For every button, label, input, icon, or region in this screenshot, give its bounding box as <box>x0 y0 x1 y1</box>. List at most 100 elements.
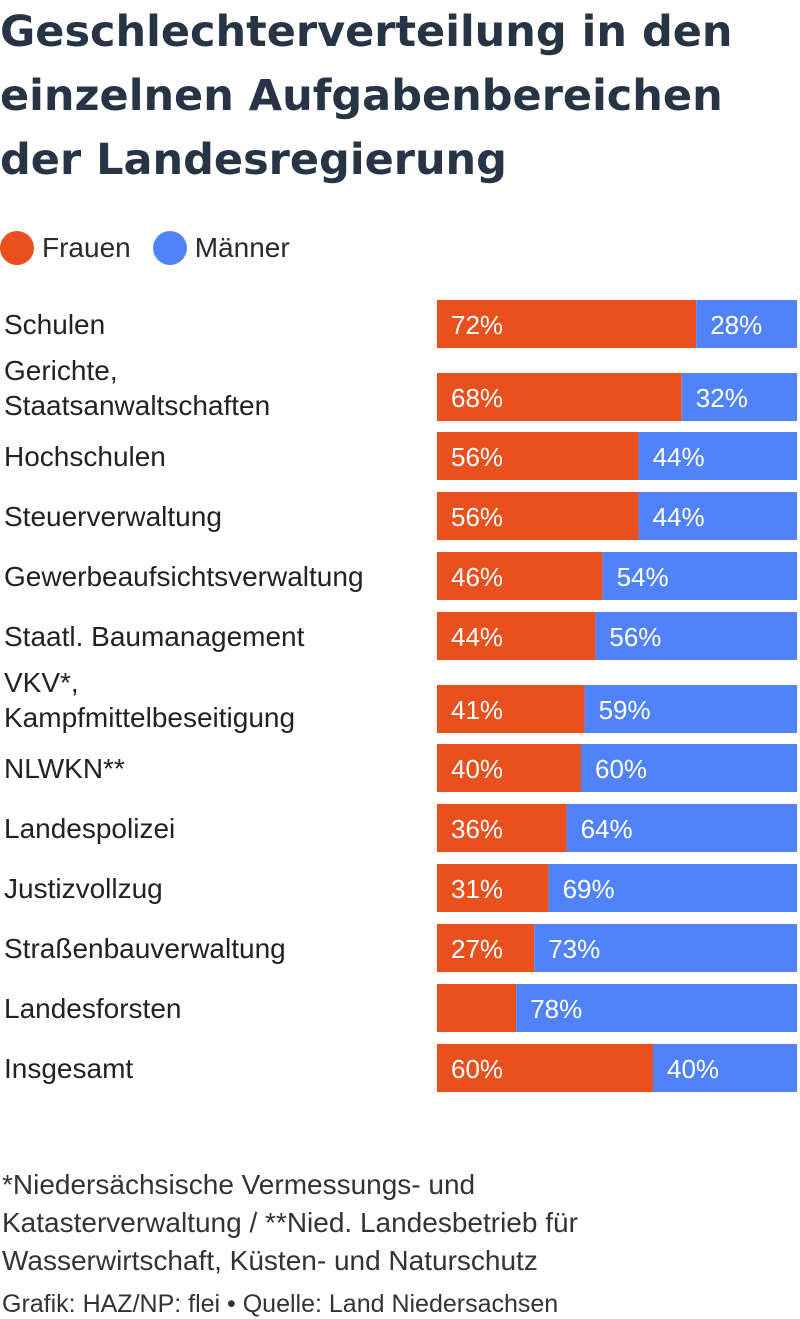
category-label-line: Landespolizei <box>4 813 175 844</box>
category-label-line: Landesforsten <box>4 993 181 1024</box>
value-label-frauen: 44% <box>451 622 503 652</box>
bar-row: Straßenbauverwaltung 27% 73% <box>4 924 797 972</box>
category-label-line: VKV*, <box>4 667 79 698</box>
bar-row: VKV*, Kampfmittelbeseitigung 41% 59% <box>4 667 797 733</box>
bar-row: Steuerverwaltung 56% 44% <box>4 492 797 540</box>
bar-row: NLWKN** 40% 60% <box>4 744 797 792</box>
bar-segment-maenner <box>653 1044 797 1092</box>
value-label-frauen: 36% <box>451 814 503 844</box>
footnote-line: Wasserwirtschaft, Küsten- und Naturschut… <box>2 1245 538 1276</box>
bar-segment-maenner <box>581 744 797 792</box>
category-label: Steuerverwaltung <box>4 501 222 532</box>
bar-segment-maenner <box>696 300 797 348</box>
bar-segment-frauen <box>437 492 639 540</box>
bar-segment-frauen <box>437 984 517 1032</box>
value-label-maenner: 44% <box>653 502 705 532</box>
bar-segment-frauen <box>437 552 603 600</box>
bar-segment-frauen <box>437 432 639 480</box>
category-label: Schulen <box>4 309 105 340</box>
category-label-line: Insgesamt <box>4 1053 133 1084</box>
value-label-frauen: 60% <box>451 1054 503 1084</box>
bar-segment-frauen <box>437 685 585 733</box>
category-label-line: Justizvollzug <box>4 873 163 904</box>
bar-row: Insgesamt 60% 40% <box>4 1044 797 1092</box>
category-label: Justizvollzug <box>4 873 163 904</box>
value-label-frauen: 41% <box>451 695 503 725</box>
category-label: Straßenbauverwaltung <box>4 933 286 964</box>
bar-segment-frauen <box>437 864 549 912</box>
bar-row: Landesforsten 78% <box>4 984 797 1032</box>
chart-title: Geschlechterverteilung in den einzelnen … <box>0 7 733 185</box>
legend-item-maenner: Männer <box>152 231 290 265</box>
bar-segment-frauen <box>437 924 535 972</box>
value-label-frauen: 56% <box>451 502 503 532</box>
bar-segment-maenner <box>602 552 797 600</box>
bar-segment-frauen <box>437 744 581 792</box>
category-label-line: Hochschulen <box>4 441 166 472</box>
bar-segment-frauen <box>437 1044 653 1092</box>
value-label-maenner: 60% <box>595 754 647 784</box>
footnote: *Niedersächsische Vermessungs- und Katas… <box>2 1166 792 1280</box>
value-label-maenner: 28% <box>710 310 762 340</box>
value-label-maenner: 56% <box>609 622 661 652</box>
value-label-maenner: 78% <box>530 994 582 1024</box>
legend-label-frauen: Frauen <box>42 232 131 263</box>
bar-row: Hochschulen 56% 44% <box>4 432 797 480</box>
value-label-frauen: 46% <box>451 562 503 592</box>
source-credit: Grafik: HAZ/NP: flei • Quelle: Land Nied… <box>2 1290 559 1318</box>
legend-label-maenner: Männer <box>194 232 290 263</box>
bar-segment-maenner <box>516 984 797 1032</box>
category-label-line: NLWKN** <box>4 753 125 784</box>
bar-segment-maenner <box>595 612 797 660</box>
category-label: Insgesamt <box>4 1053 133 1084</box>
category-label-line: Gerichte, <box>4 355 118 386</box>
category-label-line: Schulen <box>4 309 105 340</box>
bar-row: Gerichte, Staatsanwaltschaften 68% 32% <box>4 355 797 421</box>
category-label-line: Steuerverwaltung <box>4 501 222 532</box>
bar-segment-frauen <box>437 612 596 660</box>
bar-segment-maenner <box>638 492 797 540</box>
footnote-line: *Niedersächsische Vermessungs- und <box>2 1169 476 1200</box>
category-label-line: Staatl. Baumanagement <box>4 621 305 652</box>
value-label-maenner: 40% <box>667 1054 719 1084</box>
legend-swatch-maenner <box>152 231 187 265</box>
value-label-frauen: 56% <box>451 442 503 472</box>
bar-segment-maenner <box>681 373 797 421</box>
category-label: NLWKN** <box>4 753 125 784</box>
value-label-maenner: 59% <box>599 695 651 725</box>
chart-legend: Frauen Männer <box>0 226 312 270</box>
category-label-line: Straßenbauverwaltung <box>4 933 286 964</box>
category-label-line: Staatsanwaltschaften <box>4 390 270 421</box>
category-label: VKV*, Kampfmittelbeseitigung <box>4 667 295 733</box>
bar-row: Staatl. Baumanagement 44% 56% <box>4 612 797 660</box>
category-label: Landesforsten <box>4 993 181 1024</box>
bar-segment-maenner <box>638 432 797 480</box>
bar-row: Gewerbeaufsichtsverwaltung 46% 54% <box>4 552 797 600</box>
category-label: Gerichte, Staatsanwaltschaften <box>4 355 270 421</box>
value-label-frauen: 72% <box>451 310 503 340</box>
bar-segment-maenner <box>566 804 797 852</box>
category-label-line: Gewerbeaufsichtsverwaltung <box>4 561 364 592</box>
value-label-frauen: 40% <box>451 754 503 784</box>
value-label-maenner: 32% <box>696 383 748 413</box>
value-label-frauen: 27% <box>451 934 503 964</box>
bar-segment-maenner <box>534 924 797 972</box>
value-label-maenner: 54% <box>617 562 669 592</box>
value-label-maenner: 44% <box>653 442 705 472</box>
value-label-maenner: 73% <box>548 934 600 964</box>
bar-row: Justizvollzug 31% 69% <box>4 864 797 912</box>
bar-segment-frauen <box>437 300 697 348</box>
category-label: Gewerbeaufsichtsverwaltung <box>4 561 364 592</box>
legend-item-frauen: Frauen <box>0 231 131 265</box>
bar-row: Landespolizei 36% 64% <box>4 804 797 852</box>
bar-segment-maenner <box>584 685 797 733</box>
stacked-bar-chart: Schulen 72% 28% Gerichte, Staatsanwaltschaft… <box>4 300 797 1092</box>
footnote-line: Katasterverwaltung / **Nied. Landesbetri… <box>2 1207 578 1238</box>
legend-swatch-frauen <box>0 231 34 265</box>
value-label-maenner: 64% <box>581 814 633 844</box>
bar-row: Schulen 72% 28% <box>4 300 797 348</box>
category-label-line: Kampfmittelbeseitigung <box>4 702 295 733</box>
value-label-frauen: 68% <box>451 383 503 413</box>
bar-segment-frauen <box>437 804 567 852</box>
category-label: Hochschulen <box>4 441 166 472</box>
